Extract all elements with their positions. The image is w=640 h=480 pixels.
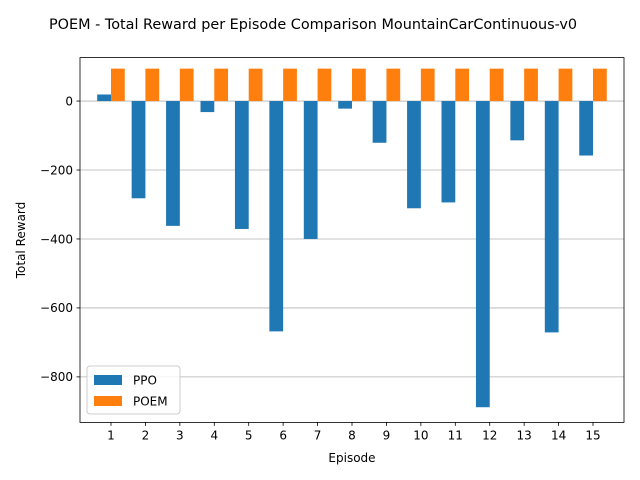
- chart-title: POEM - Total Reward per Episode Comparis…: [49, 17, 577, 33]
- x-tick-label: 6: [279, 428, 287, 442]
- x-tick-label: 9: [383, 428, 391, 442]
- bar-poem-episode-11: [455, 68, 470, 102]
- bar-poem-episode-8: [352, 68, 366, 102]
- y-tick-label: −800: [40, 370, 73, 384]
- bar-poem-episode-7: [317, 68, 332, 102]
- bar-ppo-episode-1: [97, 94, 111, 102]
- x-ticks: 1 2 3 4 5 6 7 8 9 10 11 12 13 14 15: [107, 422, 601, 442]
- bar-ppo-episode-13: [510, 101, 525, 141]
- x-axis-label: Episode: [328, 451, 375, 465]
- x-tick-label: 11: [448, 428, 463, 442]
- legend-label-ppo: PPO: [133, 374, 157, 388]
- bar-ppo-episode-15: [579, 101, 594, 156]
- bar-poem-episode-2: [145, 68, 160, 102]
- x-tick-label: 3: [176, 428, 184, 442]
- bars: [97, 68, 607, 408]
- y-tick-label: 0: [65, 94, 73, 108]
- y-tick-label: −600: [40, 301, 73, 315]
- x-tick-label: 15: [585, 428, 600, 442]
- bar-ppo-episode-9: [372, 101, 387, 143]
- bar-ppo-episode-12: [475, 101, 490, 408]
- bar-ppo-episode-8: [338, 101, 352, 109]
- x-tick-label: 12: [482, 428, 497, 442]
- bar-ppo-episode-14: [544, 101, 559, 333]
- x-tick-label: 5: [245, 428, 253, 442]
- bar-ppo-episode-2: [131, 101, 146, 199]
- bar-ppo-episode-11: [441, 101, 456, 203]
- y-tick-label: −400: [40, 232, 73, 246]
- bar-ppo-episode-5: [234, 101, 249, 229]
- bar-poem-episode-6: [283, 68, 297, 102]
- x-tick-label: 4: [210, 428, 218, 442]
- x-tick-label: 7: [314, 428, 322, 442]
- bar-poem-episode-12: [489, 68, 504, 102]
- legend-label-poem: POEM: [133, 395, 168, 409]
- y-tick-label: −200: [40, 163, 73, 177]
- legend-swatch-ppo: [94, 375, 122, 385]
- bar-poem-episode-13: [524, 68, 538, 102]
- bar-ppo-episode-4: [200, 101, 215, 113]
- bar-ppo-episode-10: [407, 101, 421, 209]
- bar-poem-episode-3: [179, 68, 194, 102]
- x-tick-label: 13: [517, 428, 532, 442]
- legend-swatch-poem: [94, 396, 122, 406]
- bar-poem-episode-4: [214, 68, 229, 102]
- y-ticks: 0 −200 −400 −600 −800: [40, 94, 80, 384]
- bar-poem-episode-1: [110, 68, 125, 102]
- bar-poem-episode-9: [386, 68, 401, 102]
- bar-ppo-episode-6: [269, 101, 284, 332]
- x-tick-label: 8: [348, 428, 356, 442]
- x-tick-label: 1: [107, 428, 115, 442]
- bar-poem-episode-10: [420, 68, 435, 102]
- x-tick-label: 2: [142, 428, 150, 442]
- x-tick-label: 10: [413, 428, 428, 442]
- legend: PPO POEM: [86, 365, 181, 415]
- bar-poem-episode-5: [248, 68, 263, 102]
- bar-poem-episode-15: [593, 68, 607, 102]
- bar-ppo-episode-3: [166, 101, 180, 226]
- y-axis-label: Total Reward: [14, 202, 28, 280]
- bar-poem-episode-14: [558, 68, 573, 102]
- bar-ppo-episode-7: [303, 101, 318, 239]
- grid: [80, 100, 624, 378]
- x-tick-label: 14: [551, 428, 566, 442]
